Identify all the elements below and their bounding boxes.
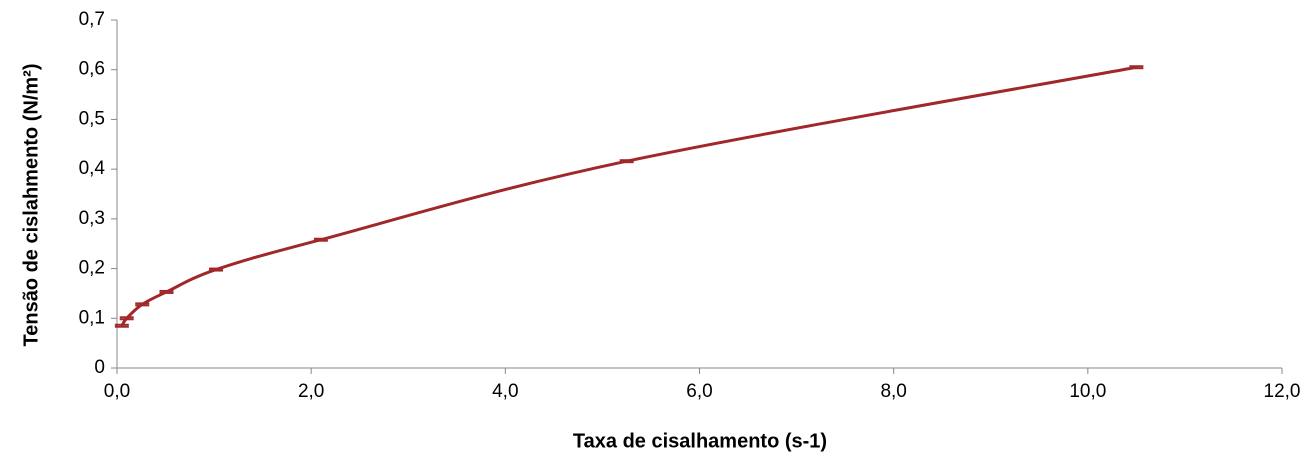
error-bar: [619, 159, 634, 164]
x-tick-label: 10,0: [1069, 381, 1106, 402]
x-axis-title: Taxa de cisalhamento (s-1): [573, 430, 827, 452]
x-tick-label: 0,0: [104, 381, 130, 402]
error-bar: [1129, 65, 1144, 70]
y-tick-label: 0,2: [79, 258, 105, 279]
x-tick-label: 2,0: [298, 381, 324, 402]
error-bar: [209, 267, 224, 272]
x-tick-label: 4,0: [492, 381, 518, 402]
error-bar: [159, 289, 174, 294]
error-bar: [114, 323, 129, 328]
x-tick-label: 6,0: [686, 381, 712, 402]
error-bar: [119, 316, 134, 321]
y-tick-label: 0: [94, 357, 105, 378]
y-tick-label: 0,6: [79, 59, 105, 80]
y-tick-label: 0,5: [79, 108, 105, 129]
y-axis-title: Tensão de cislahmento (N/m²): [20, 63, 42, 346]
y-tick-label: 0,4: [79, 158, 106, 179]
error-bar: [135, 302, 150, 307]
line: [120, 65, 1137, 327]
y-tick-label: 0,1: [79, 307, 105, 328]
x-tick-label: 8,0: [880, 381, 906, 402]
y-tick-label: 0,7: [79, 9, 105, 30]
x-tick-label: 12,0: [1264, 381, 1301, 402]
y-tick-label: 0,3: [79, 208, 105, 229]
error-bar: [313, 237, 328, 242]
